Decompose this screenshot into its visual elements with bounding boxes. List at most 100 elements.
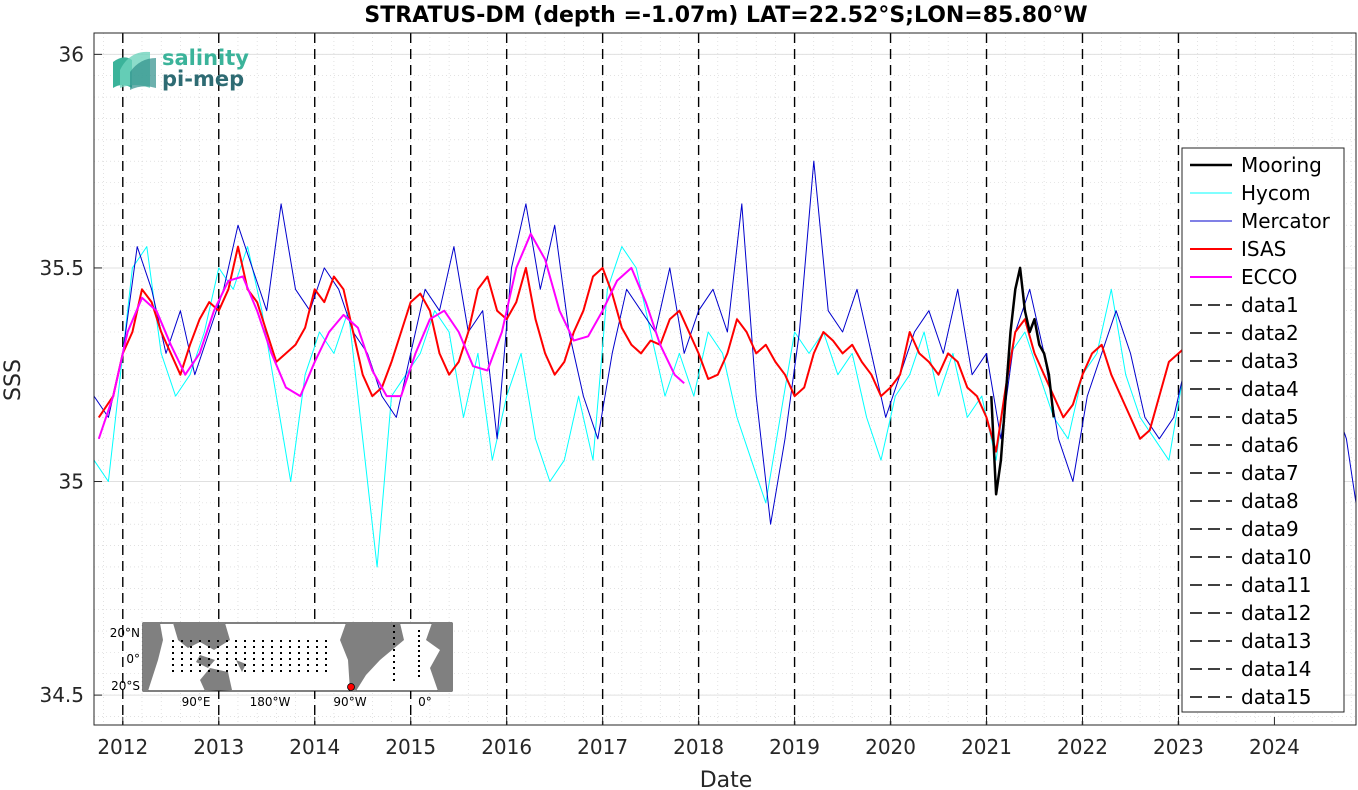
chart-title: STRATUS-DM (depth =-1.07m) LAT=22.52°S;L… — [364, 3, 1087, 28]
inset-dot — [316, 664, 318, 666]
inset-dot — [393, 673, 395, 675]
x-tick-label: 2012 — [97, 735, 148, 759]
inset-dot — [280, 658, 282, 660]
x-tick-label: 2015 — [385, 735, 436, 759]
inset-dot — [181, 646, 183, 648]
inset-dot — [181, 664, 183, 666]
inset-dot — [190, 670, 192, 672]
inset-dot — [253, 658, 255, 660]
inset-dot — [208, 646, 210, 648]
inset-dot — [325, 652, 327, 654]
inset-dot — [298, 646, 300, 648]
inset-dot — [199, 664, 201, 666]
inset-dot — [262, 664, 264, 666]
inset-dot — [190, 658, 192, 660]
inset-dot — [190, 664, 192, 666]
inset-dot — [325, 640, 327, 642]
inset-dot — [217, 664, 219, 666]
inset-dot — [235, 646, 237, 648]
series-line-mercator — [93, 160, 1357, 525]
inset-dot — [208, 664, 210, 666]
x-tick-label: 2014 — [289, 735, 340, 759]
vertical-dashed-lines — [122, 33, 1180, 725]
x-axis-label: Date — [700, 768, 753, 790]
x-tick-label: 2024 — [1249, 735, 1300, 759]
inset-dot — [181, 652, 183, 654]
legend-label: data14 — [1241, 657, 1312, 681]
inset-dot — [307, 664, 309, 666]
inset-dot — [393, 649, 395, 651]
inset-dot — [226, 664, 228, 666]
inset-dot — [418, 640, 420, 642]
inset-dot — [307, 670, 309, 672]
x-tick-label: 2021 — [961, 735, 1012, 759]
inset-dot — [325, 664, 327, 666]
legend-label: Mercator — [1241, 209, 1331, 233]
inset-map: 20°N 0° 20°S 90°E 180°W 90°W 0° — [110, 622, 453, 709]
inset-dot — [235, 652, 237, 654]
inset-dot — [280, 640, 282, 642]
legend-label: data7 — [1241, 461, 1299, 485]
inset-dot — [199, 646, 201, 648]
inset-dot — [393, 637, 395, 639]
legend-label: data9 — [1241, 517, 1299, 541]
inset-dot — [244, 670, 246, 672]
inset-dot — [172, 670, 174, 672]
x-tick-label: 2013 — [193, 735, 244, 759]
legend-box — [1181, 147, 1345, 713]
inset-dot — [393, 625, 395, 627]
logo-text-salinity: salinity — [162, 46, 249, 70]
inset-dot — [235, 664, 237, 666]
land-masses — [143, 623, 452, 691]
inset-dot — [307, 640, 309, 642]
y-tick-label: 35 — [59, 470, 84, 494]
inset-dot — [316, 640, 318, 642]
inset-dot — [325, 646, 327, 648]
y-axis-label: SSS — [1, 359, 26, 401]
inset-dot — [244, 646, 246, 648]
inset-dot — [226, 640, 228, 642]
inset-dot — [271, 664, 273, 666]
legend-label: Mooring — [1241, 153, 1322, 177]
inset-dot — [316, 652, 318, 654]
mooring-dots — [172, 625, 420, 681]
series-line-ecco — [97, 232, 685, 440]
inset-map-labels: 20°N 0° 20°S 90°E 180°W 90°W 0° — [110, 626, 432, 709]
inset-dot — [418, 660, 420, 662]
inset-dot — [208, 670, 210, 672]
inset-dot — [235, 640, 237, 642]
inset-dot — [244, 640, 246, 642]
inset-dot — [418, 655, 420, 657]
lat-label-20n: 20°N — [110, 626, 140, 640]
inset-dot — [190, 640, 192, 642]
inset-dot — [226, 652, 228, 654]
inset-dot — [271, 658, 273, 660]
station-marker — [347, 683, 355, 691]
inset-dot — [217, 670, 219, 672]
legend: Mooring Hycom Mercator ISAS ECCO data1 data2 da… — [1181, 147, 1345, 713]
inset-dot — [393, 655, 395, 657]
lon-label-0: 0° — [418, 695, 432, 709]
inset-dot — [271, 652, 273, 654]
inset-dot — [418, 645, 420, 647]
inset-dot — [244, 652, 246, 654]
legend-label: data4 — [1241, 377, 1299, 401]
inset-dot — [325, 658, 327, 660]
inset-dot — [208, 652, 210, 654]
series-line-mooring — [990, 266, 1055, 496]
inset-dot — [199, 670, 201, 672]
series-lines — [93, 160, 1357, 568]
inset-dot — [289, 646, 291, 648]
inset-dot — [393, 667, 395, 669]
inset-dot — [289, 664, 291, 666]
y-tick-label: 35.5 — [39, 256, 84, 280]
inset-dot — [307, 658, 309, 660]
plot-frame — [93, 32, 1357, 726]
y-tick-label: 34.5 — [39, 683, 84, 707]
inset-dot — [325, 670, 327, 672]
inset-dot — [172, 658, 174, 660]
axis-ticks: 2012 2013 2014 2015 2016 2017 2018 2019 2020 2021… — [39, 42, 1299, 759]
legend-label: data11 — [1241, 573, 1312, 597]
inset-dot — [253, 646, 255, 648]
inset-dot — [298, 664, 300, 666]
